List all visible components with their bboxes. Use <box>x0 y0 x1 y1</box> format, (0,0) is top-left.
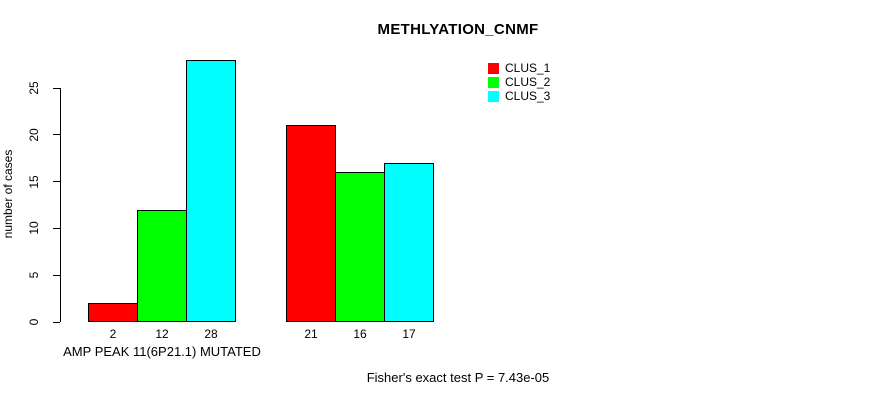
legend-swatch-icon <box>488 90 499 102</box>
bar-value-label: 12 <box>155 327 169 341</box>
bar-value-label: 16 <box>353 327 367 341</box>
bar-value-label: 28 <box>204 327 218 341</box>
bar-value-label: 2 <box>109 327 117 341</box>
x-group-label: AMP PEAK 11(6P21.1) MUTATED <box>63 344 261 359</box>
y-tick <box>53 87 60 89</box>
y-tick <box>53 274 60 276</box>
y-tick-label: 0 <box>27 318 41 326</box>
legend-swatch-icon <box>488 62 499 74</box>
bar-clus_3-group2 <box>384 162 434 322</box>
y-tick-label: 15 <box>27 174 41 189</box>
y-tick <box>53 321 60 323</box>
y-tick-label: 20 <box>27 128 41 142</box>
bar-value-label: 21 <box>304 327 318 341</box>
stat-annotation: Fisher's exact test P = 7.43e-05 <box>366 370 550 385</box>
y-axis-line <box>60 88 61 322</box>
legend-item-clus_3: CLUS_3 <box>488 89 550 103</box>
legend-swatch-icon <box>488 76 499 88</box>
bar-clus_2-group2 <box>335 172 385 322</box>
legend-label: CLUS_2 <box>505 75 551 89</box>
bar-value-label: 17 <box>402 327 416 341</box>
y-tick <box>53 181 60 183</box>
y-tick <box>53 227 60 229</box>
bar-clus_1-group1 <box>88 303 138 322</box>
legend: CLUS_1 CLUS_2 CLUS_3 <box>488 61 550 103</box>
bar-clus_3-group1 <box>186 59 236 322</box>
bar-clus_2-group1 <box>137 209 187 322</box>
chart-title: METHLYATION_CNMF <box>377 21 539 38</box>
legend-label: CLUS_1 <box>505 61 551 75</box>
y-tick-label: 25 <box>27 81 41 95</box>
legend-item-clus_1: CLUS_1 <box>488 61 550 75</box>
y-tick <box>53 134 60 136</box>
y-tick-label: 5 <box>27 271 41 279</box>
bar-clus_1-group2 <box>286 125 336 322</box>
legend-item-clus_2: CLUS_2 <box>488 75 550 89</box>
y-tick-label: 10 <box>27 221 41 236</box>
y-axis-label: number of cases <box>1 149 15 239</box>
legend-label: CLUS_3 <box>505 89 551 103</box>
